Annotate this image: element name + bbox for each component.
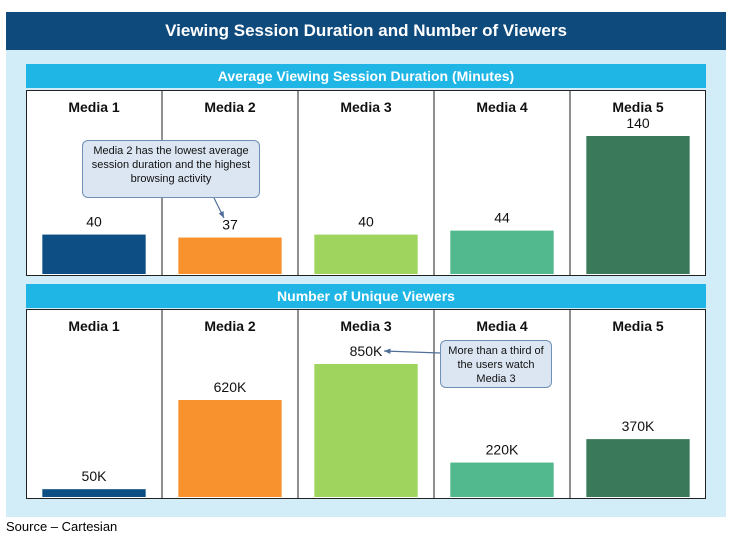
source-note: Source – Cartesian bbox=[6, 519, 118, 534]
duration-bar bbox=[42, 234, 146, 274]
chart-frame: Viewing Session Duration and Number of V… bbox=[6, 12, 726, 517]
viewers-value-label: 370K bbox=[622, 418, 655, 434]
viewers-category-label: Media 1 bbox=[68, 318, 120, 334]
viewers-value-label: 620K bbox=[214, 379, 247, 395]
duration-value-label: 140 bbox=[626, 115, 650, 131]
duration-annotation-arrow bbox=[213, 197, 225, 219]
duration-chart-border bbox=[26, 90, 706, 276]
duration-bar bbox=[450, 230, 554, 274]
duration-bar bbox=[586, 136, 690, 274]
viewers-bar bbox=[314, 364, 418, 497]
duration-value-label: 40 bbox=[358, 214, 374, 230]
duration-category-label: Media 2 bbox=[204, 99, 256, 115]
viewers-value-label: 50K bbox=[82, 468, 108, 484]
viewers-panel-title: Number of Unique Viewers bbox=[26, 284, 706, 308]
duration-category-label: Media 5 bbox=[612, 99, 664, 115]
viewers-category-label: Media 2 bbox=[204, 318, 256, 334]
viewers-category-label: Media 4 bbox=[476, 318, 528, 334]
viewers-chart-border bbox=[26, 309, 706, 499]
viewers-category-label: Media 3 bbox=[340, 318, 392, 334]
main-title: Viewing Session Duration and Number of V… bbox=[6, 12, 726, 50]
duration-bar bbox=[314, 234, 418, 274]
viewers-chart-area: Media 1 50K Media 2 620K Media 3 850K Media 4 2… bbox=[26, 309, 706, 499]
duration-category-label: Media 1 bbox=[68, 99, 120, 115]
duration-value-label: 40 bbox=[86, 214, 102, 230]
duration-annotation: Media 2 has the lowest average session d… bbox=[82, 140, 260, 198]
duration-bar-chart: Media 1 40 Media 2 37 Media 3 40 Media 4 44 Medi… bbox=[26, 90, 706, 276]
duration-category-label: Media 4 bbox=[476, 99, 528, 115]
viewers-bar bbox=[586, 439, 690, 497]
duration-value-label: 37 bbox=[222, 217, 238, 233]
duration-category-label: Media 3 bbox=[340, 99, 392, 115]
viewers-annotation-arrow bbox=[383, 348, 441, 354]
duration-bar bbox=[178, 237, 282, 274]
viewers-bar bbox=[42, 489, 146, 497]
viewers-bar bbox=[178, 399, 282, 497]
duration-value-label: 44 bbox=[494, 210, 510, 226]
duration-panel-title: Average Viewing Session Duration (Minute… bbox=[26, 64, 706, 88]
viewers-value-label: 220K bbox=[486, 442, 519, 458]
viewers-category-label: Media 5 bbox=[612, 318, 664, 334]
viewers-value-label: 850K bbox=[350, 343, 383, 359]
viewers-annotation: More than a third of the users watch Med… bbox=[440, 340, 552, 388]
viewers-bar bbox=[450, 462, 554, 497]
viewers-bar-chart: Media 1 50K Media 2 620K Media 3 850K Media 4 2… bbox=[26, 309, 706, 499]
duration-chart-area: Media 1 40 Media 2 37 Media 3 40 Media 4 44 Medi… bbox=[26, 90, 706, 276]
